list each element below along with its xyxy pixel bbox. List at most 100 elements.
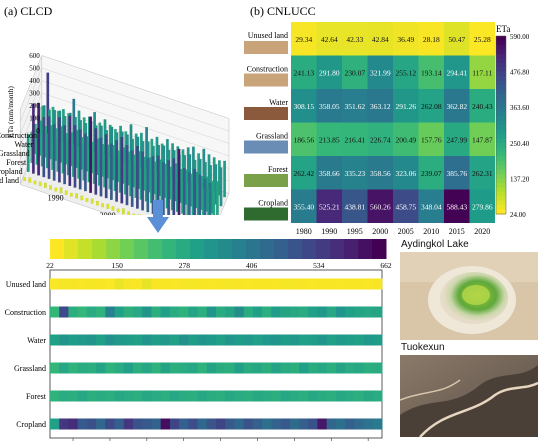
- colorbar-segment: [496, 156, 506, 162]
- bar-unused-land: [49, 185, 52, 190]
- stripe-cell: [151, 418, 162, 430]
- row-label: Unused land: [6, 280, 46, 289]
- stripe-cell: [252, 362, 263, 374]
- stripe-cell: [234, 278, 245, 290]
- heatmap-cell: [469, 22, 495, 56]
- colorbar-segment: [496, 178, 506, 184]
- z-tick-label: 400: [29, 77, 40, 85]
- stripe-cell: [299, 306, 309, 318]
- stripe-cell: [151, 334, 162, 346]
- stripe-cell: [252, 390, 263, 402]
- category-label: Unused land: [0, 176, 19, 185]
- heatmap-cell: [418, 89, 444, 123]
- heatmap-cell-value: 239.07: [421, 169, 442, 178]
- stripe-cell: [243, 390, 254, 402]
- colorbar-segment: [330, 239, 345, 259]
- colorbar-segment: [496, 62, 506, 68]
- stripe-cell: [96, 390, 106, 402]
- heatmap-cell-value: 262.08: [421, 102, 442, 111]
- bar-unused-land: [75, 193, 79, 199]
- stripe-cell: [317, 362, 328, 374]
- z-tick-label: 300: [29, 90, 40, 98]
- heatmap-cell-value: 25.28: [474, 35, 491, 44]
- colorbar-segment: [496, 182, 506, 188]
- land-use-photo: [244, 174, 288, 187]
- row-label: Cropland: [16, 420, 46, 429]
- stripe-cell: [363, 278, 374, 290]
- heatmap-cell-value: 348.04: [421, 202, 442, 211]
- heatmap-cell-value: 358.66: [319, 169, 340, 178]
- stripe-cell: [326, 278, 337, 290]
- stripe-cell: [123, 362, 134, 374]
- heatmap-cell-value: 355.40: [293, 202, 314, 211]
- stripe-cell: [123, 390, 134, 402]
- stripe-cell: [216, 418, 226, 430]
- colorbar-segment: [496, 76, 506, 81]
- stripe-cell: [289, 362, 300, 374]
- stripe-cell: [188, 334, 198, 346]
- stripe-cell: [188, 418, 198, 430]
- stripe-cell: [206, 362, 217, 374]
- year-label: 2010: [423, 227, 439, 235]
- colorbar-segment: [496, 80, 506, 86]
- stripe-cell: [271, 334, 281, 346]
- stripe-cell: [271, 390, 281, 402]
- bar-cropland: [182, 168, 186, 215]
- heatmap-cell-value: 50.47: [448, 35, 465, 44]
- bar-cropland: [31, 103, 35, 174]
- heatmap-cell-value: 560.26: [370, 202, 391, 211]
- heatmap-cell-value: 255.12: [395, 68, 416, 77]
- stripe-cell: [326, 390, 337, 402]
- heatmap-cell-value: 294.41: [446, 68, 467, 77]
- colorbar-segment: [496, 58, 506, 64]
- heatmap-cell-value: 200.49: [395, 135, 416, 144]
- bar-unused-land: [95, 200, 99, 206]
- stripe-cell: [262, 418, 272, 430]
- bar-unused-land: [106, 203, 110, 209]
- heatmap-cell: [316, 22, 342, 56]
- colorbar-segment: [496, 147, 506, 153]
- stripe-cell: [206, 334, 217, 346]
- bar-cropland: [141, 151, 145, 211]
- stripe-cell: [280, 334, 291, 346]
- stripe-cell: [77, 362, 88, 374]
- bar-unused-land: [101, 203, 105, 208]
- stripe-cell: [234, 390, 245, 402]
- heatmap-cell-value: 358.56: [370, 169, 391, 178]
- stripe-cell: [169, 362, 180, 374]
- colorbar-segment: [496, 53, 506, 59]
- heatmap-cell: [291, 89, 317, 123]
- colorbar-segment: [496, 98, 506, 104]
- z-tick-label: 600: [29, 52, 40, 60]
- stripe-cell: [77, 278, 88, 290]
- heatmap-cell: [469, 156, 495, 190]
- bar-cropland: [162, 162, 165, 215]
- bar-cropland: [146, 158, 150, 213]
- stripe-cell: [345, 306, 355, 318]
- heatmap-cell-value: 335.23: [344, 169, 365, 178]
- heatmap-cell: [393, 89, 419, 123]
- panel-b-cells: 29.34 42.64 42.33 42.84 36.49 28.18 50.47 25.28…: [291, 22, 495, 223]
- stripe-cell: [326, 306, 337, 318]
- bar-unused-land: [116, 208, 120, 213]
- stripe-cell: [243, 418, 254, 430]
- stripe-cell: [160, 390, 171, 402]
- colorbar-segment: [496, 120, 506, 126]
- heatmap-cell-value: 308.15: [293, 102, 314, 111]
- stripe-cell: [326, 418, 337, 430]
- stripe-cell: [179, 418, 189, 430]
- category-label: Cropland: [0, 167, 23, 176]
- heatmap-cell-value: 385.76: [446, 169, 467, 178]
- heatmap-cell: [444, 189, 470, 223]
- stripe-cell: [59, 278, 69, 290]
- stripe-cell: [234, 334, 245, 346]
- bar-unused-land: [69, 192, 73, 197]
- colorbar-tick-label: 590.00: [510, 33, 530, 41]
- colorbar-segment: [218, 239, 233, 259]
- bar-cropland: [52, 124, 56, 181]
- stripe-cell: [335, 278, 346, 290]
- z-gridline: [19, 92, 43, 148]
- z-tick-label: 200: [29, 102, 40, 110]
- stripe-cell: [308, 362, 318, 374]
- colorbar-segment: [496, 71, 506, 77]
